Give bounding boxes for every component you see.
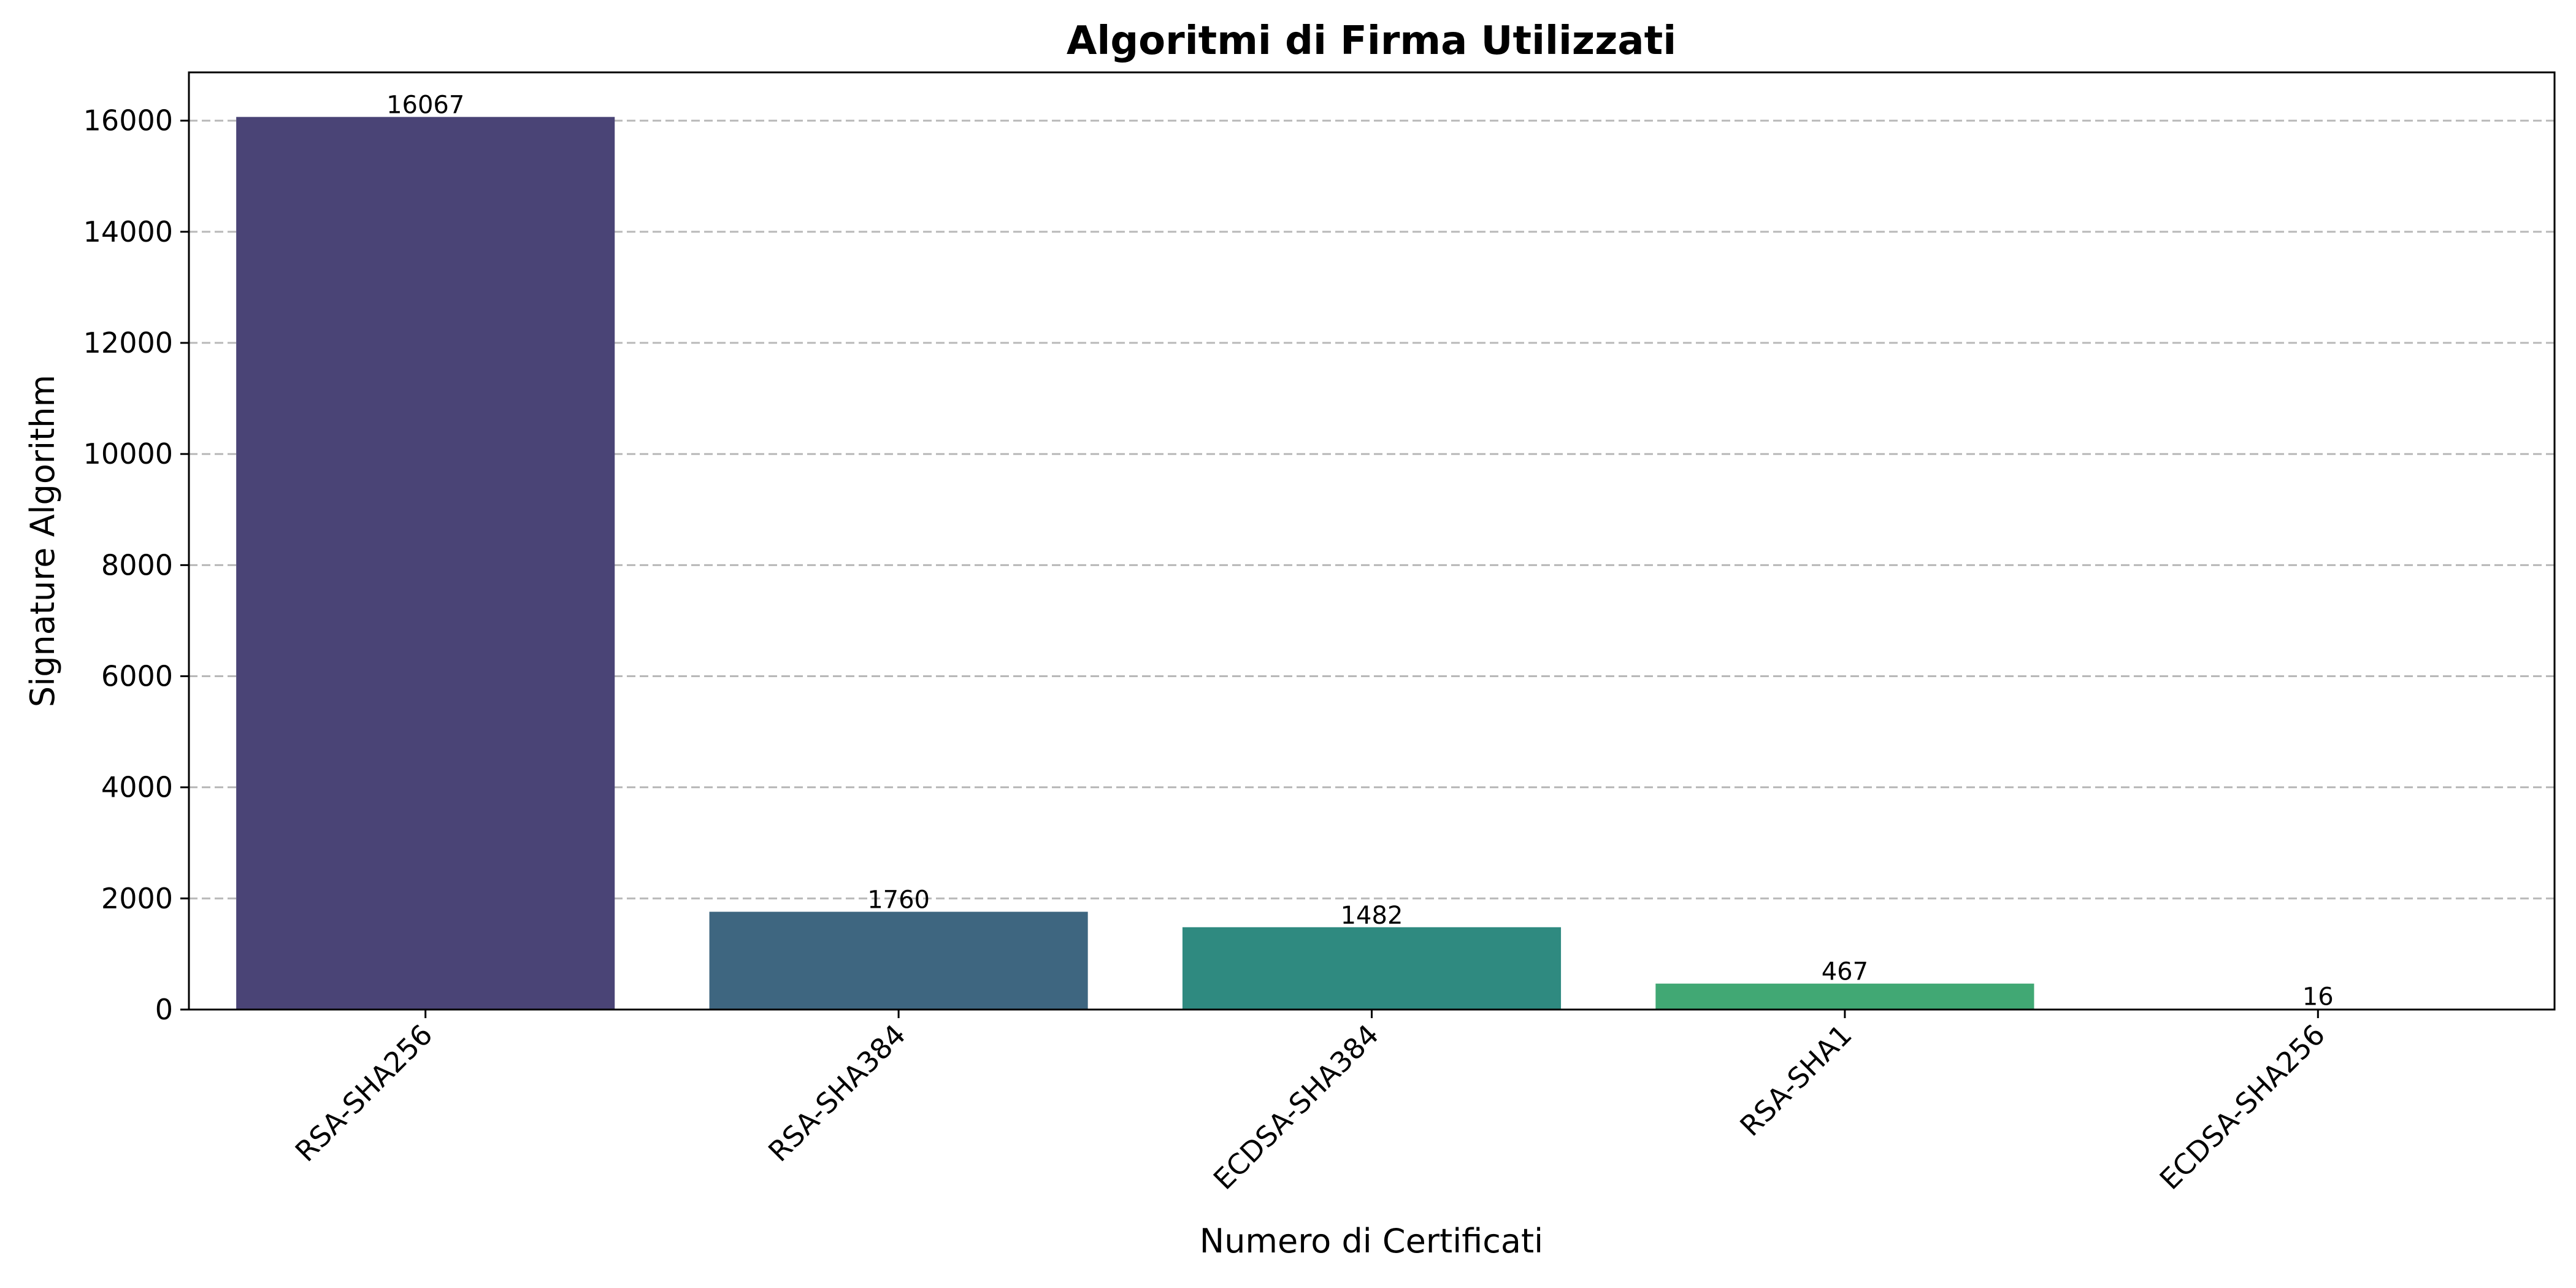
bar-value-label: 1482 (1341, 902, 1403, 930)
bar (1655, 983, 2034, 1010)
y-tick-label: 0 (155, 993, 173, 1026)
y-axis-ticks: 0 2000 4000 6000 8000 10000 12000 14000 16000 (83, 104, 189, 1026)
y-tick-label: 6000 (101, 660, 173, 693)
y-tick-label: 10000 (83, 437, 173, 470)
y-tick-label: 16000 (83, 104, 173, 137)
x-axis-label: Numero di Certificati (1200, 1222, 1543, 1260)
bar (709, 911, 1088, 1010)
bar (1182, 927, 1562, 1010)
chart-title: Algoritmi di Firma Utilizzati (1067, 18, 1676, 64)
y-axis-label: Signature Algorithm (23, 375, 62, 707)
x-tick-label: ECDSA-SHA384 (1207, 1018, 1385, 1196)
bar-value-label: 16067 (386, 91, 464, 120)
bars (236, 117, 2507, 1010)
bar-value-label: 16 (2302, 983, 2334, 1011)
y-tick-label: 2000 (101, 882, 173, 915)
x-tick-label: RSA-SHA256 (289, 1018, 439, 1168)
bar-value-label: 467 (1822, 958, 1868, 986)
y-tick-label: 12000 (83, 326, 173, 359)
x-tick-label: RSA-SHA1 (1733, 1018, 1858, 1143)
bar-value-label: 1760 (867, 886, 930, 914)
y-tick-label: 8000 (101, 548, 173, 581)
x-tick-label: RSA-SHA384 (762, 1018, 912, 1168)
bar (236, 117, 615, 1010)
x-tick-label: ECDSA-SHA256 (2153, 1018, 2331, 1196)
y-tick-label: 4000 (101, 771, 173, 804)
value-labels: 16067 1760 1482 467 16 (386, 91, 2334, 1011)
y-tick-label: 14000 (83, 215, 173, 248)
x-axis-ticks: RSA-SHA256 RSA-SHA384 ECDSA-SHA384 RSA-SHA1… (289, 1010, 2331, 1196)
